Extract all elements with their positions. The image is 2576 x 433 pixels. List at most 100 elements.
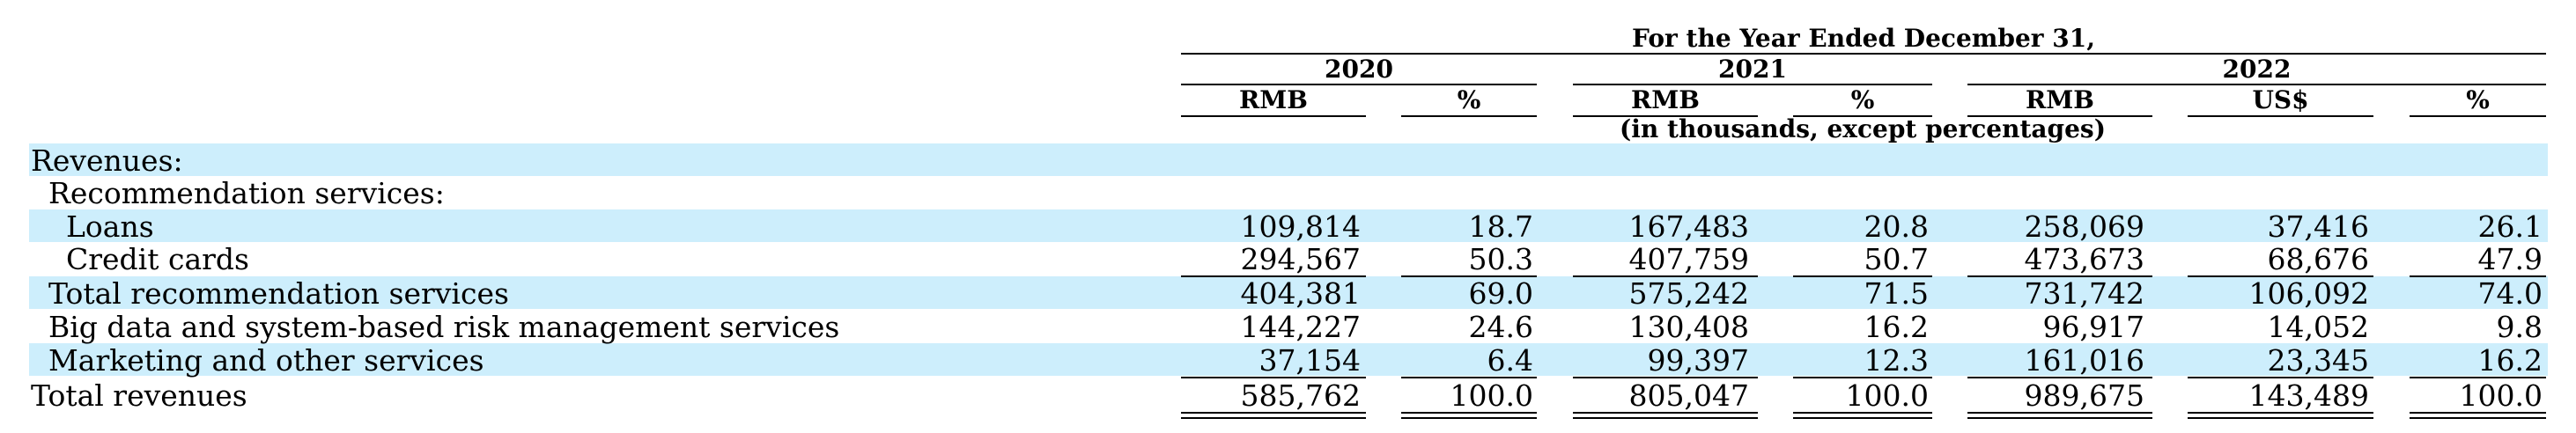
col-rule-2020-rmb — [1181, 115, 1366, 117]
period-rule — [1181, 53, 2546, 55]
subtotal-rule — [1793, 377, 1932, 378]
table-cell: 37,154 — [1258, 343, 1361, 378]
table-cell: 100.0 — [1450, 378, 1533, 413]
table-cell: 16.2 — [2477, 343, 2543, 378]
table-cell: 96,917 — [2042, 310, 2144, 344]
table-cell: 69.0 — [1468, 276, 1533, 311]
row-label: Big data and system-based risk managemen… — [48, 310, 840, 344]
table-cell: 50.7 — [1864, 242, 1929, 276]
total-double-rule — [1573, 412, 1758, 414]
total-double-rule — [1967, 417, 2152, 419]
row-band-marketing — [29, 343, 2548, 376]
table-cell: 161,016 — [2024, 343, 2144, 378]
subtotal-rule — [1793, 275, 1932, 277]
table-cell: 12.3 — [1864, 343, 1929, 378]
table-cell: 9.8 — [2496, 310, 2543, 344]
table-cell: 6.4 — [1487, 343, 1533, 378]
row-band-revenues — [29, 143, 2548, 176]
subtotal-rule — [1181, 275, 1366, 277]
table-cell: 805,047 — [1628, 378, 1749, 413]
row-label: Loans — [66, 209, 154, 244]
table-cell: 731,742 — [2024, 276, 2144, 311]
period-title: For the Year Ended December 31, — [1632, 24, 2095, 53]
col-rule-2021-rmb — [1573, 115, 1758, 117]
col-rule-2022-rmb — [1967, 115, 2152, 117]
subtotal-rule — [1967, 377, 2152, 378]
col-rule-2021-pct — [1793, 115, 1932, 117]
subtotal-rule — [2188, 377, 2373, 378]
subtotal-rule — [1401, 377, 1537, 378]
row-band-loans — [29, 209, 2548, 242]
row-label: Total revenues — [31, 378, 247, 413]
total-double-rule — [1401, 417, 1537, 419]
total-double-rule — [2188, 417, 2373, 419]
table-cell: 18.7 — [1468, 209, 1533, 244]
table-cell: 143,489 — [2248, 378, 2369, 413]
total-double-rule — [1181, 412, 1366, 414]
year-rule-2021 — [1573, 84, 1932, 85]
total-double-rule — [1793, 412, 1932, 414]
table-cell: 37,416 — [2267, 209, 2369, 244]
total-double-rule — [2410, 417, 2546, 419]
year-rule-2022 — [1967, 84, 2546, 85]
subtotal-rule — [1573, 377, 1758, 378]
col-header-2020-rmb: RMB — [1239, 85, 1308, 114]
table-cell: 407,759 — [1628, 242, 1749, 276]
year-rule-2020 — [1181, 84, 1537, 85]
table-cell: 23,345 — [2267, 343, 2369, 378]
table-cell: 99,397 — [1647, 343, 1749, 378]
table-cell: 258,069 — [2024, 209, 2144, 244]
table-cell: 47.9 — [2477, 242, 2543, 276]
year-2020: 2020 — [1325, 55, 1393, 84]
col-header-2022-rmb: RMB — [2026, 85, 2094, 114]
row-label: Total recommendation services — [48, 276, 509, 311]
subtotal-rule — [1573, 275, 1758, 277]
table-cell: 26.1 — [2477, 209, 2543, 244]
table-cell: 989,675 — [2024, 378, 2144, 413]
subtotal-rule — [1181, 377, 1366, 378]
table-cell: 109,814 — [1240, 209, 1361, 244]
subtotal-rule — [2410, 275, 2546, 277]
table-cell: 473,673 — [2024, 242, 2144, 276]
table-cell: 100.0 — [1845, 378, 1929, 413]
col-header-2022-pct: % — [2466, 85, 2490, 114]
table-cell: 74.0 — [2477, 276, 2543, 311]
units-note: (in thousands, except percentages) — [1620, 114, 2106, 143]
total-double-rule — [1793, 417, 1932, 419]
col-rule-2022-pct — [2410, 115, 2546, 117]
subtotal-rule — [2410, 377, 2546, 378]
col-header-2021-pct: % — [1850, 85, 1875, 114]
table-cell: 100.0 — [2459, 378, 2543, 413]
table-cell: 68,676 — [2267, 242, 2369, 276]
table-cell: 24.6 — [1468, 310, 1533, 344]
year-2022: 2022 — [2222, 55, 2292, 84]
col-rule-2020-pct — [1401, 115, 1537, 117]
total-double-rule — [2410, 412, 2546, 414]
total-double-rule — [1401, 412, 1537, 414]
col-header-2020-pct: % — [1457, 85, 1481, 114]
col-header-2022-usd: US$ — [2252, 85, 2309, 114]
total-double-rule — [1573, 417, 1758, 419]
table-cell: 16.2 — [1864, 310, 1929, 344]
table-cell: 404,381 — [1240, 276, 1361, 311]
table-cell: 144,227 — [1240, 310, 1361, 344]
subtotal-rule — [1967, 275, 2152, 277]
table-cell: 585,762 — [1240, 378, 1361, 413]
table-cell: 575,242 — [1628, 276, 1749, 311]
row-label: Recommendation services: — [48, 176, 445, 210]
row-label: Revenues: — [31, 143, 183, 178]
table-cell: 71.5 — [1864, 276, 1929, 311]
table-cell: 20.8 — [1864, 209, 1929, 244]
row-label: Marketing and other services — [48, 343, 484, 378]
row-band-total-recommendation — [29, 276, 2548, 309]
total-double-rule — [1181, 417, 1366, 419]
table-cell: 50.3 — [1468, 242, 1533, 276]
total-double-rule — [2188, 412, 2373, 414]
year-2021: 2021 — [1718, 55, 1787, 84]
total-double-rule — [1967, 412, 2152, 414]
subtotal-rule — [1401, 275, 1537, 277]
table-cell: 106,092 — [2248, 276, 2369, 311]
col-rule-2022-usd — [2188, 115, 2373, 117]
table-cell: 294,567 — [1240, 242, 1361, 276]
table-cell: 167,483 — [1628, 209, 1749, 244]
